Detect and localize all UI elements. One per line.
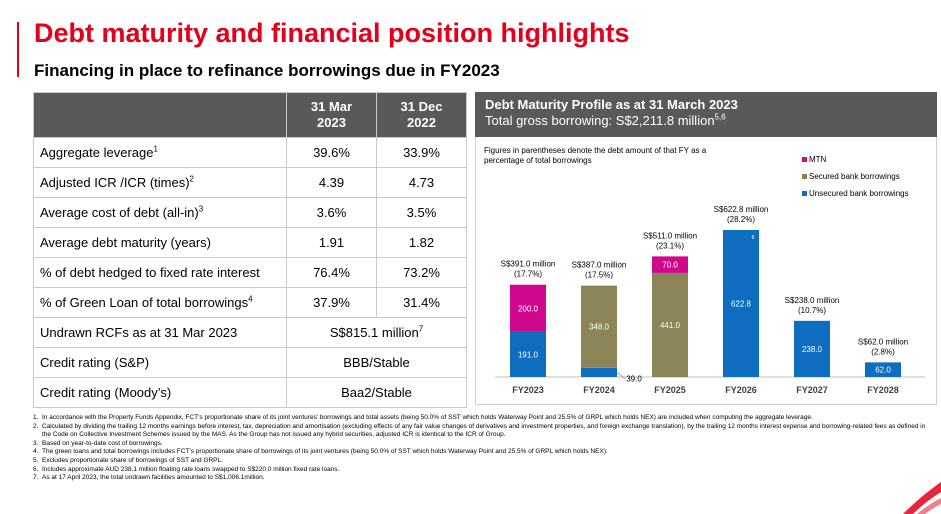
footnote-text: Excludes proportionate share of borrowin…	[42, 456, 223, 464]
footnote-number: 5.	[33, 456, 39, 464]
bar-segment-fy2023-mtn	[510, 284, 546, 332]
percent-label: (23.1%)	[656, 241, 684, 250]
percent-label: (10.7%)	[798, 306, 826, 315]
financial-highlights-table: 31 Mar 2023 31 Dec 2022 Aggregate leverage…	[33, 92, 467, 408]
data-label: 39.0	[626, 374, 642, 383]
table-header-blank	[33, 92, 287, 138]
footnote-item: 4. The green loans and total borrowings i…	[33, 448, 933, 457]
bar-segment-fy2028-unsecured-bank-borrowings	[865, 362, 901, 377]
footnote-number: 6.	[33, 465, 39, 473]
legend-swatch-secured	[802, 174, 807, 180]
legend-swatch-mtn	[802, 157, 807, 163]
bar-segment-fy2025-secured-bank-borrowings	[652, 272, 688, 377]
page-title: Debt maturity and financial position hig…	[34, 18, 630, 48]
data-label: 62.0	[875, 366, 891, 375]
footnote-item: 3. Based on year-to-date cost of borrowin…	[33, 440, 933, 449]
total-label: S$511.0 million	[643, 231, 697, 240]
data-label: 238.0	[802, 345, 823, 354]
x-tick-label: FY2025	[654, 385, 686, 395]
debt-maturity-chart: 191.0 200.0 S$391.0 million(17.7%) FY2023 39…	[495, 205, 925, 395]
accent-rule	[17, 22, 19, 77]
data-label: 191.0	[518, 350, 539, 359]
page-subtitle: Financing in place to refinance borrowin…	[34, 61, 500, 80]
table-row: % of Green Loan of total borrowings4 37.…	[33, 287, 467, 318]
bar-segment-fy2027-unsecured-bank-borrowings	[794, 320, 830, 377]
table-row: Average debt maturity (years) 1.91 1.82	[33, 227, 467, 258]
table-row-undrawn: Undrawn RCFs as at 31 Mar 2023 S$815.1 m…	[33, 317, 467, 348]
chart-panel	[475, 137, 937, 405]
legend-item-unsecured: Unsecured bank borrowings	[802, 185, 909, 202]
chart-subtitle: Total gross borrowing: S$2,211.8 million…	[485, 112, 726, 128]
bar-segment-fy2024-secured-bank-borrowings	[581, 285, 617, 368]
legend-swatch-unsecured	[802, 191, 807, 197]
superscript-label: 6	[752, 235, 755, 241]
footnote-text: The green loans and total borrowings inc…	[42, 448, 608, 456]
bar-segment-fy2024-unsecured-bank-borrowings	[581, 367, 617, 377]
leader-line	[616, 372, 626, 379]
bar-segment-fy2025-mtn	[652, 256, 688, 273]
total-label: S$391.0 million	[501, 260, 556, 269]
footnote-item: 5. Excludes proportionate share of borrow…	[33, 457, 933, 466]
table-header-mar-2023: 31 Mar 2023	[286, 92, 377, 138]
table-row-sp-rating: Credit rating (S&P) BBB/Stable	[33, 347, 467, 378]
footnote-item: 6. Includes approximate AUD 238.1 million…	[33, 466, 933, 475]
x-tick-label: FY2028	[867, 385, 899, 395]
footnote-number: 3.	[33, 439, 39, 447]
footnote-number: 7.	[33, 474, 39, 482]
footnote-number: 2.	[33, 422, 39, 430]
legend-item-secured: Secured bank borrowings	[802, 168, 909, 185]
table-header-dec-2022: 31 Dec 2022	[376, 92, 467, 138]
table-row: Adjusted ICR /ICR (times)2 4.39 4.73	[33, 167, 467, 198]
corner-swoosh	[903, 482, 941, 514]
x-tick-label: FY2024	[583, 385, 615, 395]
data-label: 70.0	[662, 261, 678, 270]
footnote-text: As at 17 April 2023, the total undrawn f…	[42, 474, 265, 482]
footnote-text: Based on year-to-date cost of borrowings…	[42, 439, 163, 447]
data-label: 622.8	[731, 300, 752, 309]
legend-item-mtn: MTN	[802, 151, 909, 168]
percent-label: (2.8%)	[871, 347, 895, 356]
chart-title: Debt Maturity Profile as at 31 March 202…	[485, 97, 738, 112]
total-label: S$238.0 million	[785, 296, 840, 305]
table-row-moodys-rating: Credit rating (Moody’s) Baa2/Stable	[33, 377, 467, 408]
x-tick-label: FY2027	[796, 385, 828, 395]
data-label: 348.0	[589, 323, 610, 332]
total-label: S$62.0 million	[858, 337, 908, 346]
total-label: S$622.8 million	[714, 205, 769, 214]
bar-segment-fy2026-unsecured-bank-borrowings	[723, 230, 759, 377]
table-row: % of debt hedged to fixed rate interest …	[33, 257, 467, 288]
data-label: 200.0	[518, 304, 539, 313]
chart-note: Figures in parentheses denote the debt a…	[484, 146, 707, 165]
chart-panel-header: Debt Maturity Profile as at 31 March 202…	[475, 92, 937, 137]
percent-label: (17.7%)	[514, 270, 542, 279]
footnote-text: In accordance with the Property Funds Ap…	[42, 414, 813, 421]
footnotes: 1. In accordance with the Property Funds …	[33, 414, 933, 483]
x-tick-label: FY2026	[725, 385, 757, 395]
footnote-text: Calculated by dividing the trailing 12 m…	[42, 422, 926, 439]
footnote-text: Includes approximate AUD 238.1 million f…	[42, 465, 340, 473]
bar-segment-fy2023-unsecured-bank-borrowings	[510, 331, 546, 377]
percent-label: (17.5%)	[585, 271, 613, 280]
footnote-item: 2. Calculated by dividing the trailing 12…	[33, 423, 933, 440]
footnote-number: 1.	[33, 414, 39, 421]
table-row: Aggregate leverage1 39.6% 33.9%	[33, 137, 467, 168]
x-tick-label: FY2023	[512, 385, 544, 395]
footnote-number: 4.	[33, 448, 39, 456]
percent-label: (28.2%)	[727, 215, 755, 224]
footnote-item: 1. In accordance with the Property Funds …	[33, 414, 933, 423]
chart-legend: MTN Secured bank borrowings Unsecured ba…	[802, 151, 909, 202]
table-row: Average cost of debt (all-in)3 3.6% 3.5%	[33, 197, 467, 228]
footnote-item: 7. As at 17 April 2023, the total undrawn…	[33, 474, 933, 483]
data-label: 441.0	[660, 321, 681, 330]
total-label: S$387.0 million	[572, 261, 627, 270]
